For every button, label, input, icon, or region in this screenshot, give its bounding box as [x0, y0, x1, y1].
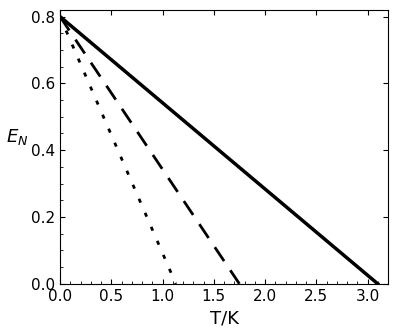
X-axis label: T/K: T/K — [210, 309, 238, 327]
Y-axis label: $E_N$: $E_N$ — [6, 127, 28, 147]
